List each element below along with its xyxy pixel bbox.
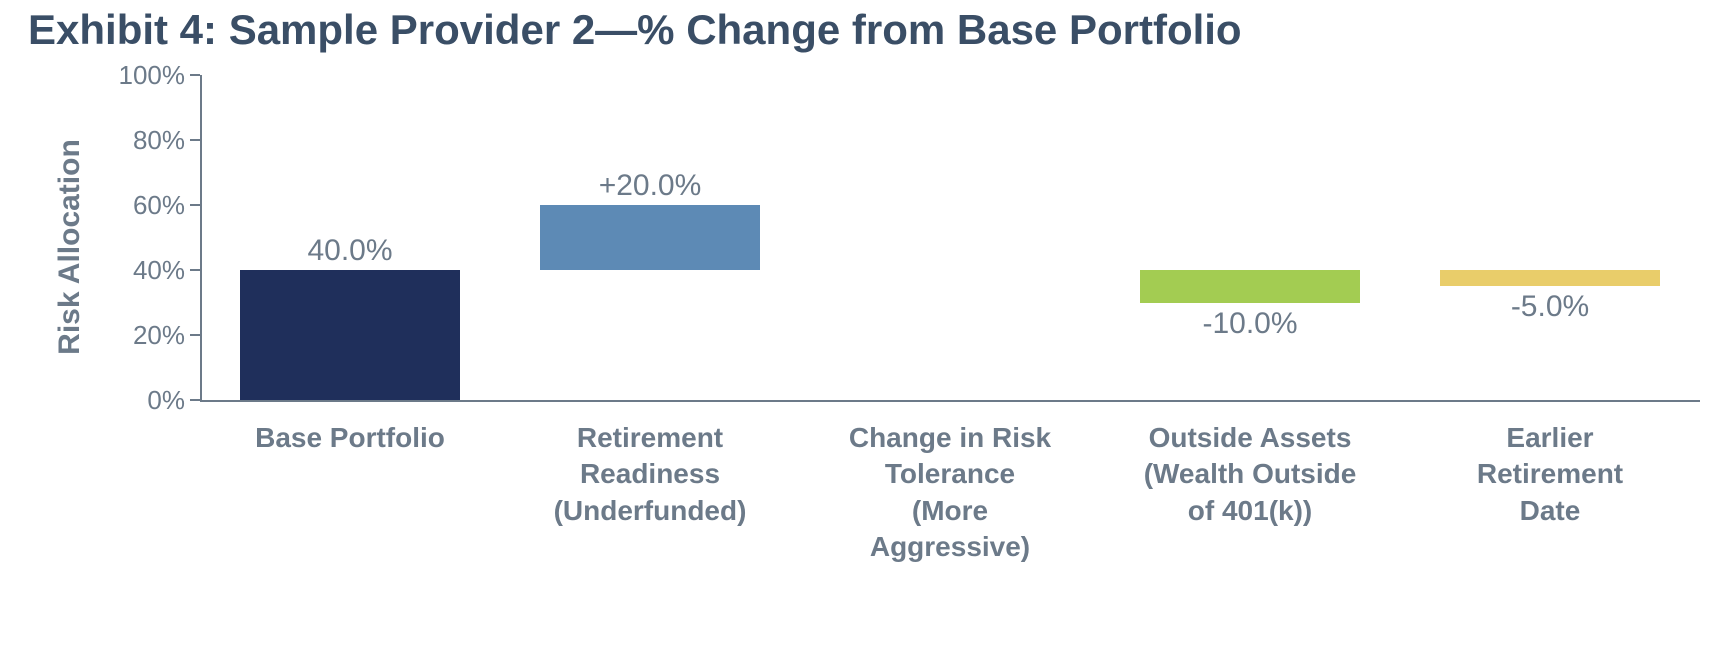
bar-value-label: +20.0% [599,169,702,203]
y-tick-label: 60% [85,192,185,218]
bar-retirement-readiness [540,205,760,270]
bar-value-label: -10.0% [1202,307,1297,341]
y-tick-mark [190,269,200,271]
chart-title: Exhibit 4: Sample Provider 2—% Change fr… [28,6,1242,54]
x-label-line: Outside Assets [1149,422,1352,453]
x-category-label: Retirement Readiness (Underfunded) [500,420,800,529]
x-category-label: Outside Assets (Wealth Outside of 401(k)… [1100,420,1400,529]
bar-outside-assets [1140,270,1360,303]
y-tick-label: 40% [85,257,185,283]
x-label-line: Retirement [1477,458,1623,489]
x-label-line: Retirement [577,422,723,453]
x-label-line: (More [912,495,988,526]
y-axis-line [200,75,202,400]
y-tick-mark [190,74,200,76]
x-label-line: Aggressive) [870,531,1030,562]
y-tick-label: 20% [85,322,185,348]
x-label-line: (Wealth Outside [1144,458,1357,489]
y-tick-mark [190,399,200,401]
x-label-line: of 401(k)) [1188,495,1312,526]
x-category-label: Base Portfolio [200,420,500,529]
x-axis-line [200,400,1700,402]
y-tick-label: 100% [85,62,185,88]
bar-value-label: 40.0% [307,234,392,268]
y-tick-mark [190,139,200,141]
x-label-line: Earlier [1506,422,1593,453]
y-tick-mark [190,204,200,206]
x-label-line: Date [1520,495,1581,526]
bar-earlier-retirement [1440,270,1660,286]
bar-base-portfolio [240,270,460,400]
y-tick-label: 80% [85,127,185,153]
x-category-label: Earlier Retirement Date [1400,420,1700,529]
y-tick-label: 0% [85,387,185,413]
x-label-line: Base Portfolio [255,422,445,453]
x-label-line: (Underfunded) [554,495,747,526]
x-category-label: Change in Risk Tolerance (More Aggressiv… [800,420,1100,566]
bar-value-label: -5.0% [1511,290,1589,324]
x-label-line: Tolerance [885,458,1015,489]
y-tick-mark [190,334,200,336]
x-label-line: Change in Risk [849,422,1051,453]
exhibit-figure: Exhibit 4: Sample Provider 2—% Change fr… [0,0,1723,660]
y-axis-label: Risk Allocation [53,107,87,387]
x-label-line: Readiness [580,458,720,489]
